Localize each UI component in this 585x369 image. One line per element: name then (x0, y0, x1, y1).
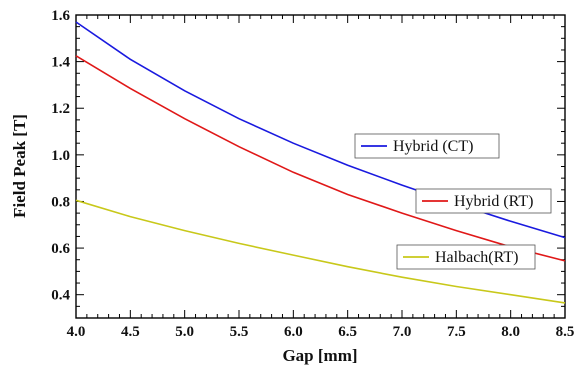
x-axis-title: Gap [mm] (282, 346, 357, 365)
x-tick-label: 4.5 (121, 324, 140, 340)
series-label-0: Hybrid (CT) (354, 133, 500, 159)
x-tick-labels: 4.0 4.5 5.0 5.5 6.0 6.5 7.0 7.5 8.0 8.5 (67, 324, 575, 340)
legend-label: Hybrid (CT) (393, 138, 473, 155)
y-tick-label: 0.8 (51, 194, 70, 210)
x-tick-label: 7.0 (393, 324, 412, 340)
plot-frame (75, 14, 566, 319)
x-tick-label: 5.5 (230, 324, 249, 340)
axis-ticks (75, 14, 566, 319)
series-label-2: Halbach(RT) (396, 244, 536, 270)
x-tick-label: 6.5 (338, 324, 357, 340)
x-tick-label: 6.0 (284, 324, 303, 340)
x-tick-label: 8.5 (556, 324, 575, 340)
y-tick-label: 0.4 (51, 288, 70, 304)
series-line-1 (75, 55, 566, 262)
series-labels: Hybrid (CT) Hybrid (RT) Halbach(RT) (354, 133, 552, 270)
y-tick-labels: 0.4 0.6 0.8 1.0 1.2 1.4 1.6 (51, 8, 70, 304)
y-axis-title: Field Peak [T] (10, 114, 29, 218)
legend-label: Hybrid (RT) (454, 193, 533, 210)
y-tick-label: 1.6 (51, 8, 70, 24)
y-tick-label: 1.0 (51, 148, 70, 164)
y-tick-label: 0.6 (51, 241, 70, 257)
y-tick-label: 1.2 (51, 101, 70, 117)
x-tick-label: 5.0 (175, 324, 194, 340)
series-line-2 (75, 199, 566, 304)
legend-label: Halbach(RT) (435, 249, 518, 266)
x-tick-label: 7.5 (447, 324, 466, 340)
x-tick-label: 8.0 (501, 324, 520, 340)
series-label-1: Hybrid (RT) (415, 188, 552, 214)
y-tick-label: 1.4 (51, 55, 70, 71)
x-tick-label: 4.0 (67, 324, 86, 340)
